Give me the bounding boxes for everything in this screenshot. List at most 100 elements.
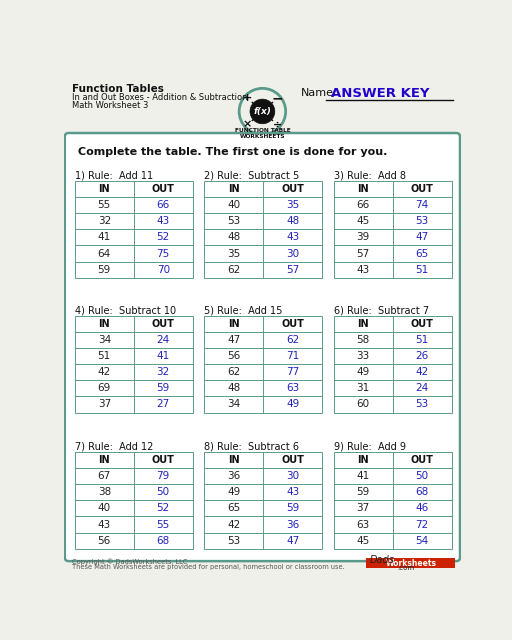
Text: 37: 37 [356, 504, 370, 513]
Text: 69: 69 [98, 383, 111, 393]
Text: 42: 42 [227, 520, 240, 529]
Text: 52: 52 [157, 232, 170, 243]
Text: 2) Rule:  Subtract 5: 2) Rule: Subtract 5 [204, 171, 300, 180]
Text: 30: 30 [286, 471, 299, 481]
Text: 33: 33 [356, 351, 370, 361]
Text: 38: 38 [98, 487, 111, 497]
Text: 71: 71 [286, 351, 299, 361]
Text: 35: 35 [227, 248, 240, 259]
Text: 51: 51 [415, 335, 429, 345]
Text: OUT: OUT [411, 184, 434, 194]
Text: 67: 67 [98, 471, 111, 481]
Text: 45: 45 [356, 216, 370, 226]
Text: 49: 49 [286, 399, 299, 410]
Text: Complete the table. The first one is done for you.: Complete the table. The first one is don… [78, 147, 387, 157]
Text: 43: 43 [286, 232, 299, 243]
Text: 26: 26 [415, 351, 429, 361]
Text: 74: 74 [415, 200, 429, 210]
Text: FUNCTION TABLE: FUNCTION TABLE [234, 129, 290, 133]
Text: 52: 52 [157, 504, 170, 513]
Bar [366, 558, 455, 568]
Text: 6) Rule:  Subtract 7: 6) Rule: Subtract 7 [334, 305, 429, 316]
Text: 47: 47 [286, 536, 299, 546]
Text: 32: 32 [157, 367, 170, 377]
Text: 56: 56 [98, 536, 111, 546]
Text: 24: 24 [157, 335, 170, 345]
Text: 66: 66 [356, 200, 370, 210]
Text: 43: 43 [356, 265, 370, 275]
Text: 37: 37 [98, 399, 111, 410]
Text: 53: 53 [227, 536, 240, 546]
Text: Dads: Dads [370, 555, 395, 565]
Text: 51: 51 [415, 265, 429, 275]
Text: 79: 79 [157, 471, 170, 481]
Text: IN: IN [228, 319, 240, 328]
Bar [204, 452, 322, 549]
Text: .com: .com [397, 565, 414, 571]
Text: 56: 56 [227, 351, 240, 361]
Bar [334, 180, 452, 278]
Text: 53: 53 [415, 399, 429, 410]
Text: ×: × [243, 120, 252, 129]
Circle shape [250, 99, 275, 124]
Text: WORKSHEETS: WORKSHEETS [240, 134, 285, 139]
Text: ÷: ÷ [272, 120, 282, 129]
Text: IN: IN [98, 319, 110, 328]
Text: 31: 31 [356, 383, 370, 393]
Text: 51: 51 [98, 351, 111, 361]
Text: 62: 62 [227, 265, 240, 275]
Text: 53: 53 [227, 216, 240, 226]
Text: 43: 43 [286, 487, 299, 497]
Text: 54: 54 [415, 536, 429, 546]
Bar [75, 316, 193, 413]
Text: 24: 24 [415, 383, 429, 393]
Text: 63: 63 [356, 520, 370, 529]
Text: 7) Rule:  Add 12: 7) Rule: Add 12 [75, 442, 153, 452]
Text: 43: 43 [157, 216, 170, 226]
Text: Math Worksheet 3: Math Worksheet 3 [72, 100, 148, 109]
Text: 63: 63 [286, 383, 299, 393]
Text: 32: 32 [98, 216, 111, 226]
Text: 48: 48 [227, 232, 240, 243]
Text: 59: 59 [286, 504, 299, 513]
Text: 41: 41 [356, 471, 370, 481]
Text: 66: 66 [157, 200, 170, 210]
Bar [334, 316, 452, 413]
Text: f(x): f(x) [253, 107, 271, 116]
Text: 8) Rule:  Subtract 6: 8) Rule: Subtract 6 [204, 442, 300, 452]
Text: 47: 47 [227, 335, 240, 345]
Text: 46: 46 [415, 504, 429, 513]
Text: 30: 30 [286, 248, 299, 259]
Text: OUT: OUT [152, 455, 175, 465]
Text: 65: 65 [415, 248, 429, 259]
Text: 41: 41 [157, 351, 170, 361]
Text: 48: 48 [227, 383, 240, 393]
Text: 57: 57 [286, 265, 299, 275]
Text: 60: 60 [356, 399, 370, 410]
Text: 34: 34 [98, 335, 111, 345]
Text: OUT: OUT [281, 319, 304, 328]
Text: 47: 47 [415, 232, 429, 243]
Text: 62: 62 [227, 367, 240, 377]
Bar [204, 180, 322, 278]
Text: 5) Rule:  Add 15: 5) Rule: Add 15 [204, 305, 283, 316]
Text: OUT: OUT [281, 184, 304, 194]
Bar [334, 452, 452, 549]
Text: OUT: OUT [152, 184, 175, 194]
Text: 55: 55 [98, 200, 111, 210]
Text: 35: 35 [286, 200, 299, 210]
Text: 50: 50 [415, 471, 429, 481]
Text: 39: 39 [356, 232, 370, 243]
Text: 1) Rule:  Add 11: 1) Rule: Add 11 [75, 171, 153, 180]
Text: Copyright © DadsWorksheets, LLC: Copyright © DadsWorksheets, LLC [72, 559, 187, 566]
Text: IN: IN [357, 319, 369, 328]
Text: Function Tables: Function Tables [72, 84, 164, 95]
Text: 70: 70 [157, 265, 170, 275]
Bar [75, 452, 193, 549]
Text: OUT: OUT [281, 455, 304, 465]
Text: 40: 40 [98, 504, 111, 513]
Text: 75: 75 [157, 248, 170, 259]
Text: 53: 53 [415, 216, 429, 226]
Text: 59: 59 [98, 265, 111, 275]
Text: 55: 55 [157, 520, 170, 529]
